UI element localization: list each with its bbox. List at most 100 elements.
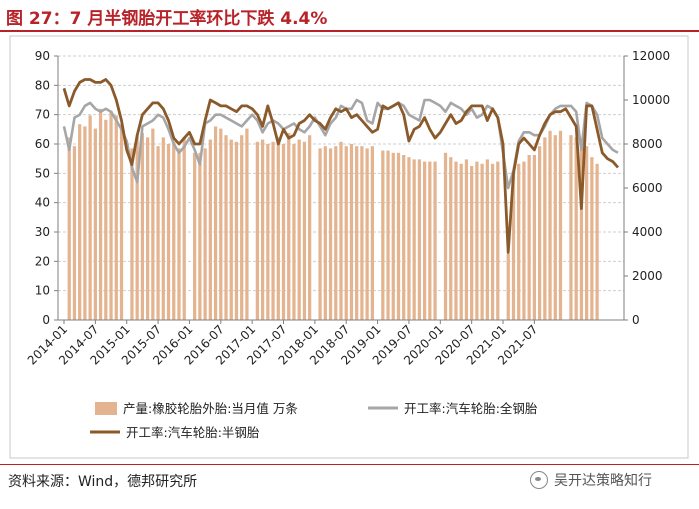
production-bar (276, 137, 280, 320)
production-bar (72, 146, 77, 320)
production-bar (470, 166, 474, 320)
production-bar (104, 119, 108, 320)
left-tick-label: 10 (35, 284, 50, 298)
production-bar (234, 141, 239, 320)
production-bar (506, 254, 510, 320)
production-bar (240, 135, 244, 320)
production-bar (553, 135, 557, 320)
production-bar (166, 144, 171, 320)
production-bar (365, 148, 369, 320)
right-tick-label: 8000 (632, 137, 663, 151)
production-bar (323, 146, 327, 320)
production-bar (177, 148, 181, 320)
left-tick-label: 60 (35, 137, 50, 151)
production-bar (412, 159, 416, 320)
production-bar (428, 161, 432, 320)
production-bar (407, 157, 411, 320)
production-bar (391, 152, 395, 320)
production-bar (334, 146, 338, 320)
production-bar (449, 157, 453, 320)
left-tick-label: 20 (35, 254, 50, 268)
production-bar (271, 141, 275, 320)
production-bar (297, 139, 301, 320)
production-bar (193, 152, 197, 320)
watermark-text: 吴开达策略知行 (554, 473, 652, 489)
production-bar (443, 152, 448, 320)
production-bar (569, 135, 573, 320)
right-tick-label: 12000 (632, 49, 670, 63)
left-tick-label: 90 (35, 49, 50, 63)
production-bar (459, 163, 463, 320)
production-bar (511, 174, 516, 320)
source-note: 资料来源：Wind，德邦研究所 (8, 474, 198, 490)
figure-title: 图 27：7 月半钢胎开工率环比下跌 4.4% (6, 9, 328, 29)
production-bar (98, 108, 103, 320)
title-rule (0, 30, 699, 32)
chart: 0 10 20 30 40 50 60 70 80 90 0 2000 4000 6000 8000 1000… (9, 35, 689, 459)
left-tick-label: 40 (35, 196, 50, 210)
production-bar (585, 146, 589, 320)
production-bar (229, 139, 233, 320)
production-bar (558, 130, 563, 320)
watermark: 吴开达策略知行 (530, 470, 652, 490)
right-tick-label: 2000 (632, 269, 663, 283)
production-bar (83, 126, 87, 321)
production-bar (287, 133, 291, 320)
production-bar (140, 133, 145, 320)
production-bar (339, 141, 343, 320)
production-bar (245, 128, 249, 320)
production-bars (67, 108, 599, 321)
legend-label-all-steel: 开工率:汽车轮胎:全钢胎 (404, 401, 538, 416)
right-tick-label: 6000 (632, 181, 663, 195)
production-bar (490, 163, 495, 320)
production-bar (161, 137, 165, 320)
all-steel-line (62, 98, 619, 190)
production-bar (527, 155, 531, 320)
production-bar (203, 148, 207, 320)
production-bar (172, 141, 176, 320)
footer-rule (0, 464, 699, 465)
left-tick-label: 70 (35, 108, 50, 122)
production-bar (548, 130, 552, 320)
production-bar (579, 139, 584, 320)
production-bar (433, 161, 437, 320)
production-bar (454, 161, 458, 320)
left-tick-label: 30 (35, 225, 50, 239)
right-tick-label: 4000 (632, 225, 663, 239)
production-bar (198, 152, 202, 320)
production-bar (396, 152, 401, 320)
production-bar (302, 141, 307, 320)
right-tick-label: 0 (632, 313, 640, 327)
production-bar (485, 159, 489, 320)
production-bar (260, 139, 265, 320)
rate-lines (62, 78, 620, 254)
production-bar (537, 146, 542, 320)
legend-label-semi-steel: 开工率:汽车轮胎:半钢胎 (126, 425, 260, 440)
production-bar (182, 137, 186, 320)
production-bar (88, 115, 92, 321)
production-bar (67, 137, 71, 320)
production-bar (224, 135, 228, 320)
left-tick-label: 80 (35, 78, 50, 92)
production-bar (130, 148, 134, 320)
production-bar (590, 157, 594, 320)
production-bar (146, 137, 150, 320)
production-bar (135, 135, 139, 320)
production-bar (208, 139, 212, 320)
production-bar (475, 161, 479, 320)
production-bar (255, 141, 259, 320)
production-bar (543, 137, 547, 320)
production-bar (595, 163, 599, 320)
production-bar (532, 155, 536, 320)
production-bar (318, 148, 322, 320)
production-bar (464, 159, 469, 320)
production-bar (109, 111, 113, 320)
production-bar (381, 150, 385, 320)
production-bar (386, 150, 390, 320)
production-bar (219, 128, 223, 320)
production-bar (308, 135, 312, 320)
legend-label-production: 产量:橡胶轮胎外胎:当月值 万条 (123, 401, 298, 416)
production-bar (522, 161, 526, 320)
production-bar (402, 155, 406, 320)
